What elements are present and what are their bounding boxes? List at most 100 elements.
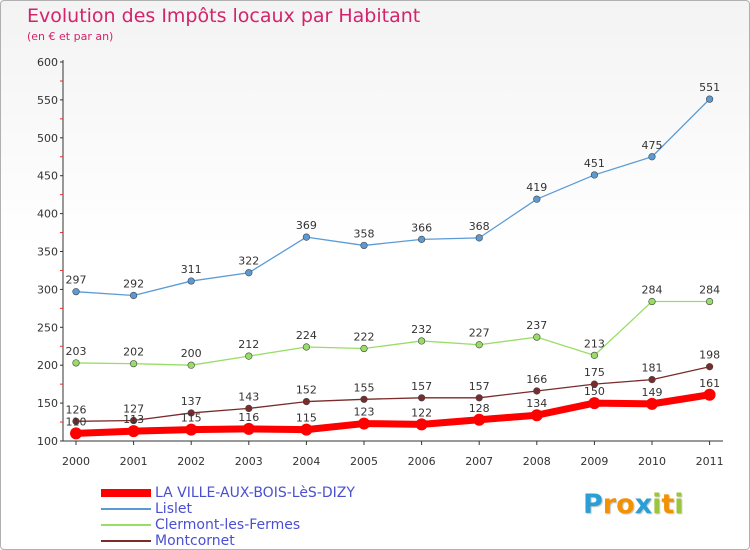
logo-letter: t bbox=[661, 489, 675, 520]
data-point bbox=[648, 297, 656, 306]
data-label: 198 bbox=[699, 349, 720, 362]
data-label: 551 bbox=[699, 81, 720, 94]
x-tick-label: 2003 bbox=[235, 455, 263, 468]
data-point bbox=[646, 397, 658, 410]
data-label: 161 bbox=[699, 377, 720, 390]
data-point bbox=[242, 422, 255, 435]
data-label: 203 bbox=[66, 345, 87, 358]
data-point bbox=[533, 387, 541, 395]
data-label: 175 bbox=[584, 366, 605, 379]
data-label: 149 bbox=[642, 386, 663, 399]
data-label: 152 bbox=[296, 384, 317, 397]
data-point bbox=[187, 277, 195, 285]
data-label: 475 bbox=[642, 139, 663, 152]
series-line bbox=[75, 98, 711, 297]
logo-letter: P bbox=[583, 489, 603, 520]
data-label: 155 bbox=[354, 381, 375, 394]
data-point bbox=[130, 416, 138, 425]
data-label: 213 bbox=[584, 337, 605, 350]
data-point bbox=[475, 394, 483, 402]
data-point bbox=[533, 195, 541, 203]
chart-subtitle: (en € et par an) bbox=[27, 30, 114, 43]
data-point bbox=[302, 397, 311, 406]
y-tick-label: 250 bbox=[37, 321, 58, 334]
data-label: 110 bbox=[66, 415, 87, 428]
data-label: 311 bbox=[181, 263, 202, 276]
data-point bbox=[302, 343, 311, 351]
data-point bbox=[185, 423, 198, 436]
y-tick-label: 600 bbox=[37, 56, 58, 69]
data-point bbox=[127, 425, 140, 438]
data-label: 366 bbox=[411, 221, 432, 234]
legend-swatch bbox=[101, 489, 151, 497]
data-label: 115 bbox=[296, 412, 317, 425]
data-label: 212 bbox=[238, 338, 259, 351]
data-point bbox=[360, 344, 368, 353]
y-tick-label: 500 bbox=[37, 132, 58, 145]
data-point bbox=[72, 359, 80, 367]
x-tick-label: 2001 bbox=[120, 455, 148, 468]
data-label: 232 bbox=[411, 323, 432, 336]
data-label: 150 bbox=[584, 385, 605, 398]
legend-swatch bbox=[101, 540, 151, 542]
data-label: 137 bbox=[181, 395, 202, 408]
data-point bbox=[70, 427, 82, 440]
x-tick-label: 2004 bbox=[292, 455, 320, 468]
data-label: 134 bbox=[526, 397, 547, 410]
data-label: 115 bbox=[181, 412, 202, 425]
data-point bbox=[130, 360, 138, 368]
x-tick-label: 2010 bbox=[638, 455, 666, 468]
data-label: 297 bbox=[66, 274, 87, 287]
data-label: 126 bbox=[66, 403, 87, 416]
x-tick-label: 2008 bbox=[523, 455, 551, 468]
y-tick-label: 100 bbox=[37, 435, 58, 448]
proxiti-logo: Proxiti bbox=[583, 489, 684, 520]
data-label: 322 bbox=[238, 255, 259, 268]
data-point bbox=[590, 351, 599, 359]
data-point bbox=[360, 395, 368, 403]
data-point bbox=[590, 171, 599, 179]
data-point bbox=[705, 363, 714, 371]
y-tick-label: 200 bbox=[37, 359, 58, 372]
data-point bbox=[415, 418, 428, 431]
data-point bbox=[72, 417, 80, 425]
data-label: 143 bbox=[238, 390, 259, 403]
data-label: 127 bbox=[123, 403, 144, 416]
data-label: 122 bbox=[411, 406, 432, 419]
data-point bbox=[245, 269, 253, 277]
chart-title: Evolution des Impôts locaux par Habitant bbox=[27, 5, 421, 27]
y-tick-label: 300 bbox=[37, 283, 58, 296]
data-point bbox=[187, 409, 195, 417]
y-tick-label: 350 bbox=[37, 246, 58, 259]
data-label: 157 bbox=[469, 380, 490, 393]
x-tick-label: 2002 bbox=[177, 455, 205, 468]
data-label: 157 bbox=[411, 380, 432, 393]
logo-letter: o bbox=[616, 489, 635, 520]
data-label: 451 bbox=[584, 157, 605, 170]
data-point bbox=[130, 291, 138, 300]
data-label: 284 bbox=[699, 284, 720, 297]
data-label: 128 bbox=[469, 402, 490, 415]
data-label: 284 bbox=[642, 284, 663, 297]
legend-label: Lislet bbox=[155, 501, 192, 517]
data-point bbox=[418, 337, 426, 345]
data-point bbox=[648, 376, 656, 384]
data-label: 113 bbox=[123, 413, 144, 426]
data-point bbox=[302, 233, 311, 241]
data-point bbox=[358, 417, 370, 430]
x-tick-label: 2000 bbox=[62, 455, 90, 468]
data-label: 358 bbox=[354, 227, 375, 240]
data-point bbox=[590, 380, 599, 388]
series-line bbox=[75, 366, 711, 422]
series-line bbox=[72, 391, 714, 437]
y-tick-label: 150 bbox=[37, 397, 58, 410]
data-label: 368 bbox=[469, 220, 490, 233]
data-point bbox=[72, 288, 80, 296]
logo-letter: i bbox=[652, 489, 662, 520]
data-label: 181 bbox=[642, 362, 663, 375]
data-point bbox=[245, 404, 253, 413]
data-label: 166 bbox=[526, 373, 547, 386]
x-tick-label: 2009 bbox=[580, 455, 608, 468]
y-tick-label: 450 bbox=[37, 170, 58, 183]
legend-label: LA VILLE-AUX-BOIS-LèS-DIZY bbox=[155, 485, 355, 501]
